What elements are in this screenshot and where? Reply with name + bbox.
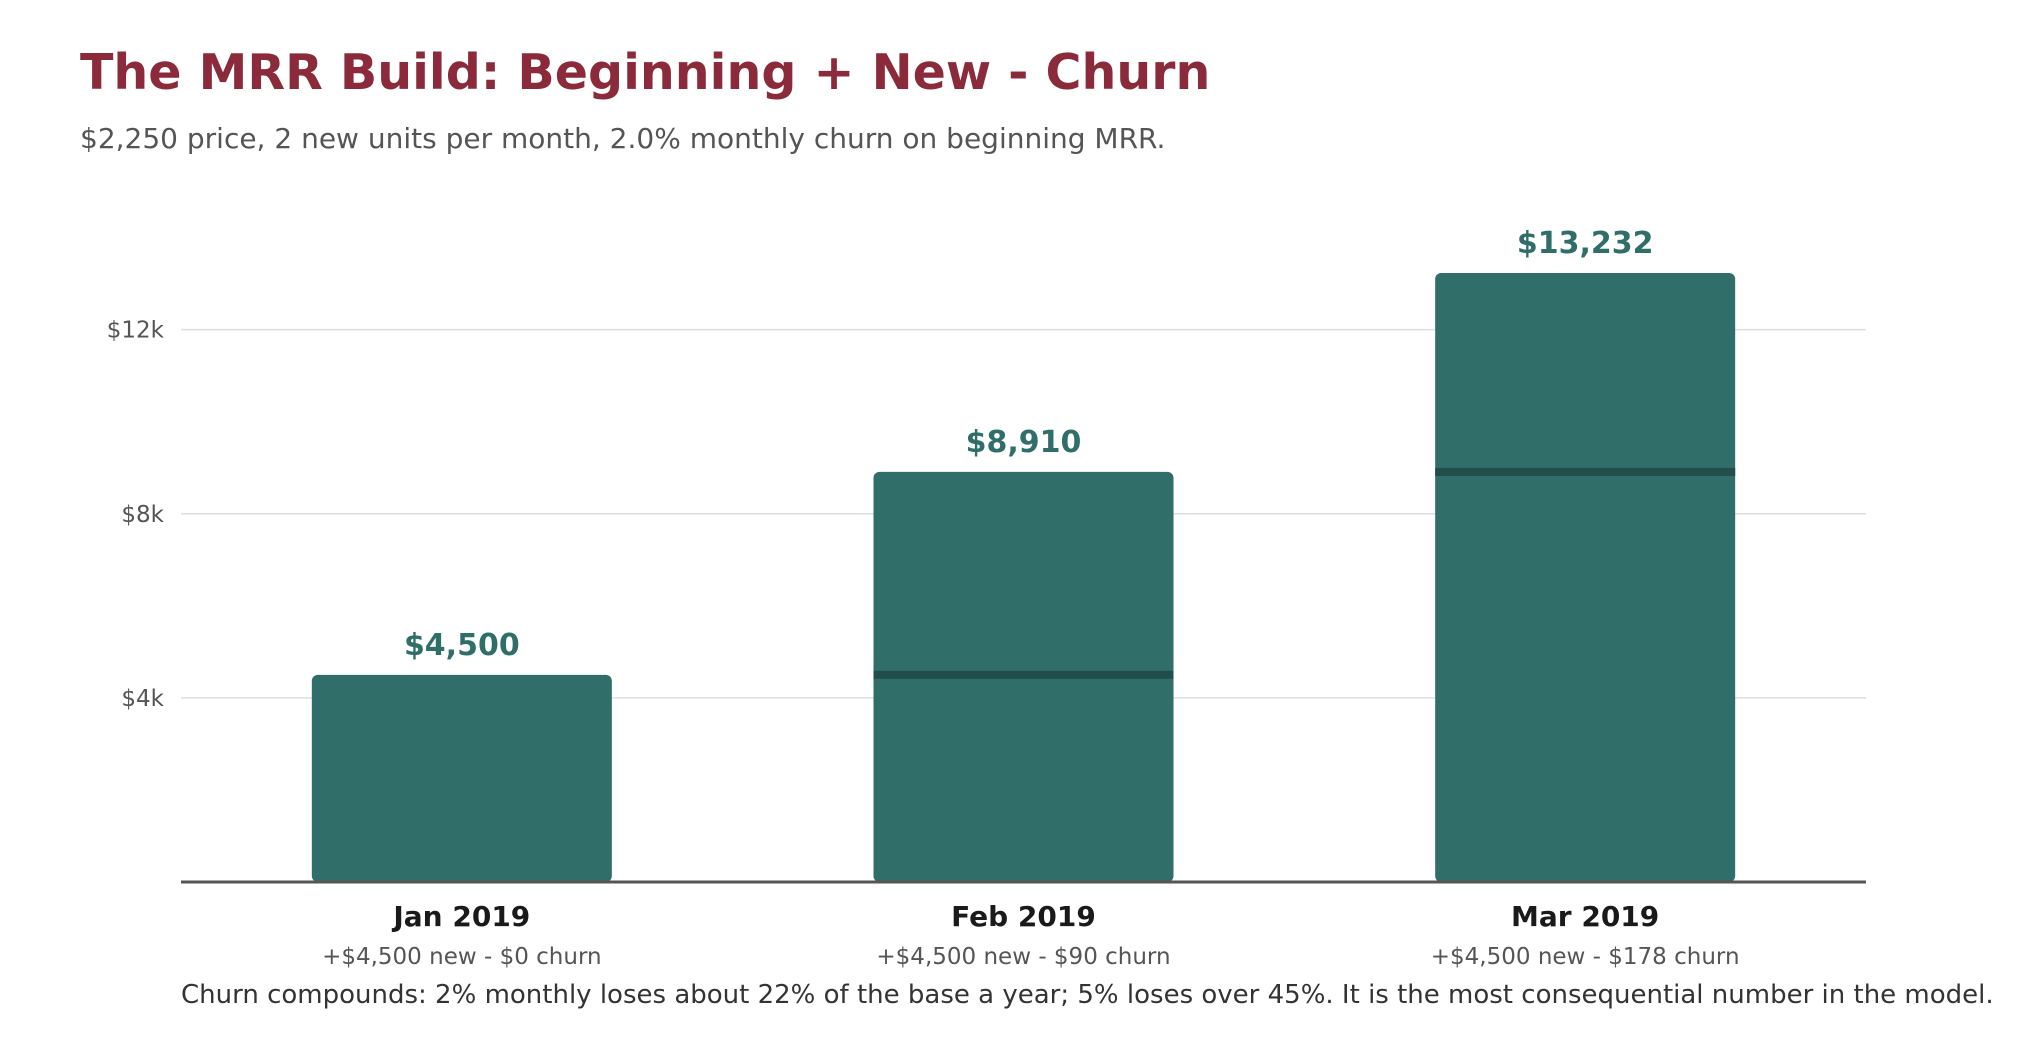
x-tick-label: Jan 2019 [391,900,530,933]
chart-subtitle: $2,250 price, 2 new units per month, 2.0… [80,122,1166,155]
x-tick-label: Feb 2019 [951,900,1096,933]
bar [1435,272,1736,883]
y-tick-label: $8k [121,502,164,528]
category-note: +$4,500 new - $0 churn [322,944,602,970]
y-tick-label: $12k [107,318,165,344]
beginning-mrr-divider [873,670,1174,679]
category-note: +$4,500 new - $178 churn [1431,944,1740,970]
bar [311,674,612,882]
bar-value-label: $8,910 [966,425,1082,460]
x-tick-label: Mar 2019 [1511,900,1659,933]
bar-value-label: $4,500 [404,628,520,663]
bar-value-label: $13,232 [1517,226,1654,261]
y-tick-label: $4k [121,686,164,712]
category-note: +$4,500 new - $90 churn [876,944,1170,970]
beginning-mrr-divider [1435,467,1736,476]
chart-title: The MRR Build: Beginning + New - Churn [80,44,1211,101]
footnote: Churn compounds: 2% monthly loses about … [181,980,1994,1010]
